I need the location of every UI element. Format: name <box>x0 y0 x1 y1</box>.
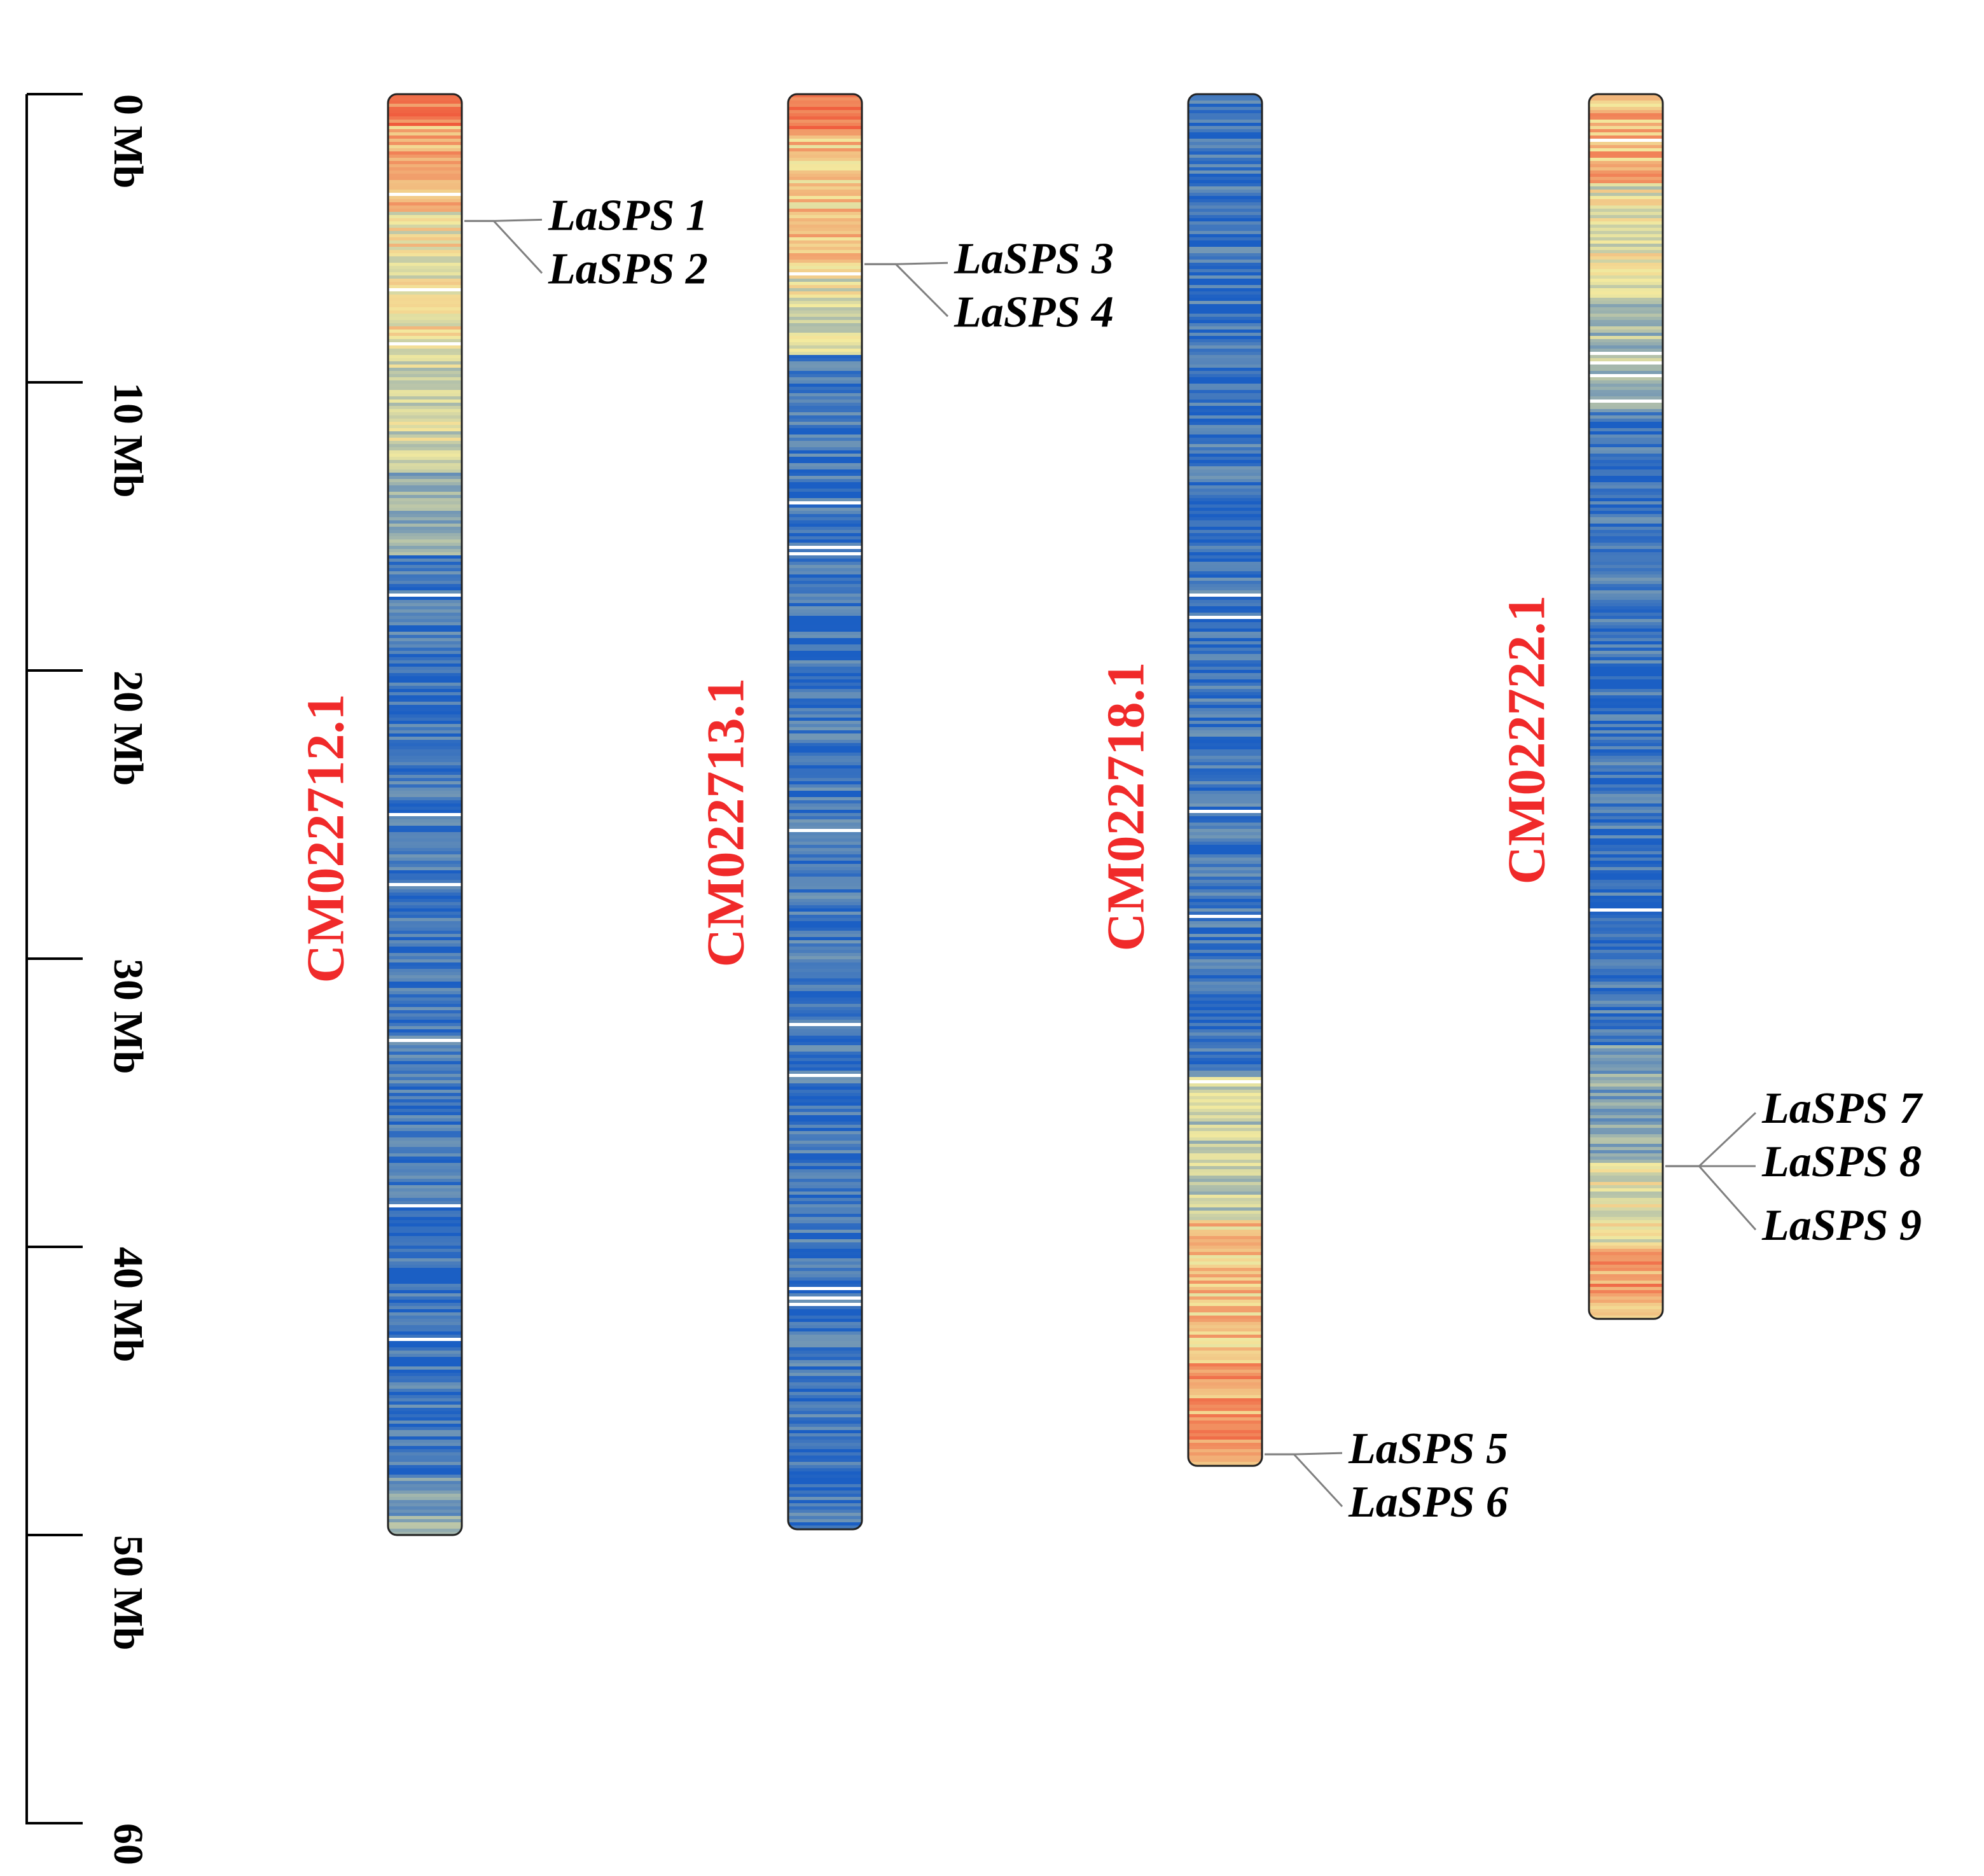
gene-label: LaSPS 8 <box>1761 1137 1922 1186</box>
chromosome-outline <box>787 93 863 1531</box>
scale-tick-label: 40 Mb <box>105 1247 151 1363</box>
scale-tick-label: 50 Mb <box>105 1535 151 1651</box>
chromosome: CM022713.1 LaSPS 3 LaSPS 4 <box>696 93 1114 1531</box>
chromosome-outline <box>1187 93 1263 1467</box>
gene-label: LaSPS 5 <box>1348 1424 1508 1473</box>
chromosome-outline <box>1588 93 1664 1320</box>
chromosome-outline <box>387 93 463 1536</box>
scale-tick-label: 20 Mb <box>105 670 151 786</box>
density-stripes <box>788 94 862 1529</box>
scale-tick-label: 0 Mb <box>105 94 151 189</box>
chromosome-name: CM022713.1 <box>696 678 755 968</box>
scale-bar: 0 Mb 10 Mb 20 Mb 30 Mb 40 Mb 50 Mb 60 Mb <box>25 93 151 1876</box>
density-stripes <box>1589 94 1663 1319</box>
gene-label: LaSPS 9 <box>1761 1201 1922 1250</box>
chromosome-name: CM022722.1 <box>1497 595 1556 885</box>
scale-tick-label: 10 Mb <box>105 382 151 498</box>
chromosome-name: CM022712.1 <box>296 694 355 983</box>
density-stripes <box>388 94 462 1535</box>
density-stripes <box>1188 94 1262 1466</box>
gene-connector <box>1665 1165 1757 1231</box>
scale-tick-label: 30 Mb <box>105 959 151 1074</box>
chromosome-name: CM022718.1 <box>1096 662 1155 952</box>
gene-connector <box>464 219 543 274</box>
gene-connector <box>1665 1112 1757 1167</box>
gene-connector <box>1265 1453 1343 1508</box>
gene-label: LaSPS 7 <box>1761 1084 1924 1133</box>
gene-label: LaSPS 6 <box>1348 1478 1508 1527</box>
scale-tick-label: 60 Mb <box>105 1823 151 1876</box>
gene-label: LaSPS 3 <box>954 234 1114 283</box>
gene-connector <box>864 263 949 317</box>
gene-label: LaSPS 4 <box>954 288 1114 337</box>
gene-label: LaSPS 1 <box>548 191 708 240</box>
gene-label: LaSPS 2 <box>548 244 708 293</box>
chromosome: CM022718.1 LaSPS 5 LaSPS 6 <box>1096 93 1508 1527</box>
